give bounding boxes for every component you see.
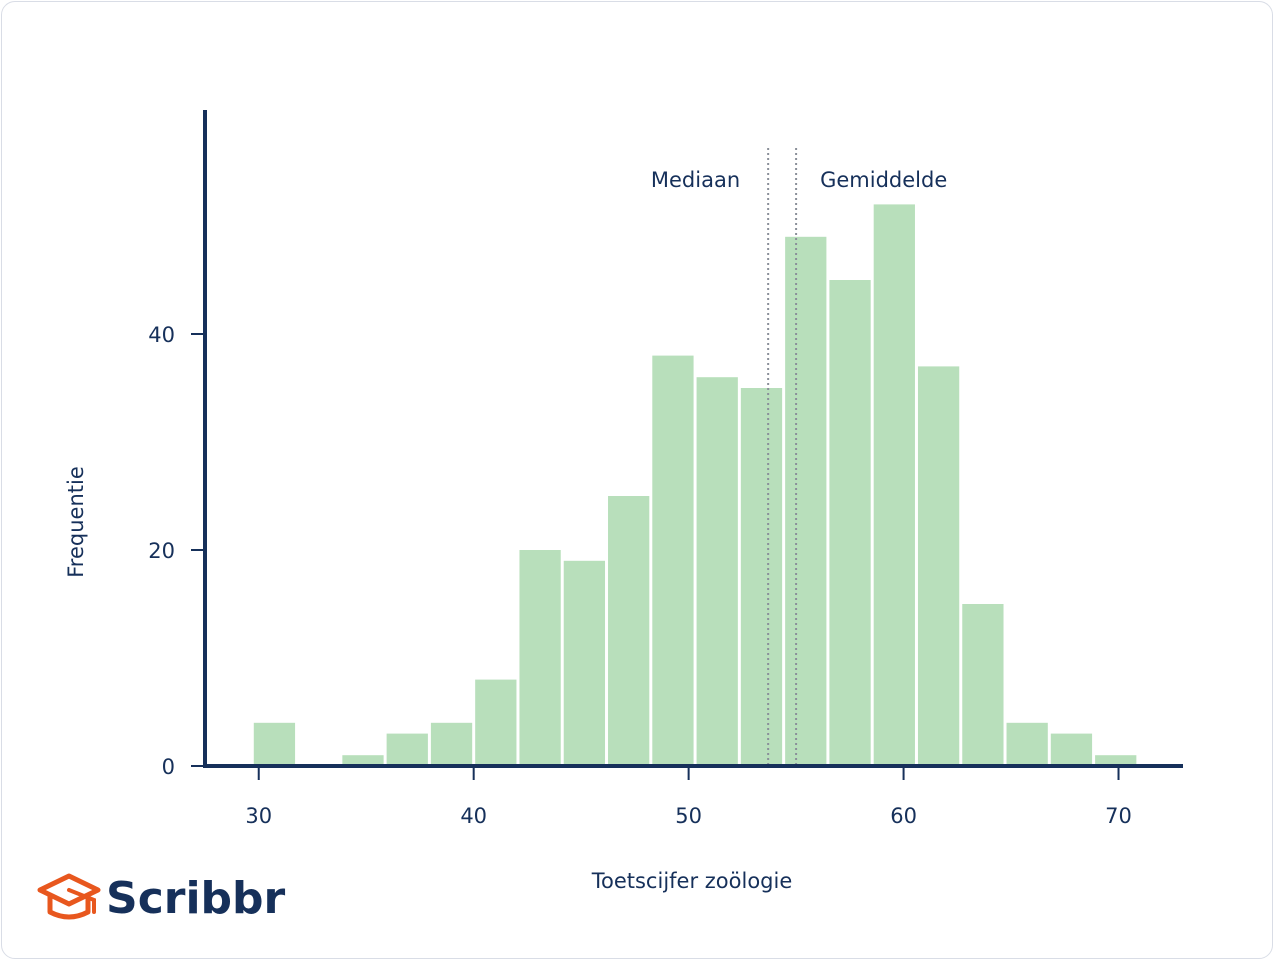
ticks-group: 30 40 50 60 70 0 20 40 bbox=[148, 323, 1132, 828]
x-tick-label: 50 bbox=[675, 804, 702, 828]
scribbr-logo: Scribbr bbox=[37, 873, 286, 924]
histogram-bar bbox=[696, 377, 738, 766]
histogram-bar bbox=[1006, 722, 1048, 766]
x-axis-title: Toetscijfer zoölogie bbox=[591, 869, 793, 893]
histogram-bar bbox=[475, 679, 517, 766]
histogram-bar bbox=[1050, 733, 1093, 766]
y-tick-label: 0 bbox=[162, 755, 175, 779]
histogram-bar bbox=[785, 236, 827, 767]
histogram-bar bbox=[519, 550, 561, 766]
histogram-bar bbox=[652, 355, 694, 766]
y-axis-title: Frequentie bbox=[64, 466, 88, 578]
y-tick-label: 40 bbox=[148, 323, 175, 347]
histogram-bar bbox=[829, 280, 871, 766]
x-tick-label: 60 bbox=[890, 804, 917, 828]
histogram-bar bbox=[740, 388, 783, 766]
histogram-bar bbox=[430, 722, 473, 766]
graduation-cap-icon bbox=[37, 873, 101, 920]
marker-label-1: Gemiddelde bbox=[820, 168, 947, 192]
histogram-bar bbox=[386, 733, 428, 766]
histogram-bar bbox=[962, 604, 1004, 766]
x-tick-label: 40 bbox=[460, 804, 487, 828]
histogram-bar bbox=[917, 366, 960, 766]
marker-label-0: Mediaan bbox=[651, 168, 740, 192]
histogram-bar bbox=[253, 722, 296, 766]
logo-wordmark: Scribbr bbox=[106, 873, 286, 924]
histogram-bar bbox=[342, 755, 384, 766]
bars-group bbox=[253, 204, 1137, 767]
histogram-bar bbox=[608, 496, 650, 766]
markers-group: Mediaan Gemiddelde bbox=[651, 148, 947, 766]
histogram-bar bbox=[873, 204, 915, 766]
histogram-bar bbox=[1095, 755, 1137, 766]
y-tick-label: 20 bbox=[148, 539, 175, 563]
axes-group bbox=[203, 110, 1183, 768]
x-tick-label: 30 bbox=[245, 804, 272, 828]
histogram-bar bbox=[563, 560, 606, 766]
x-tick-label: 70 bbox=[1105, 804, 1132, 828]
